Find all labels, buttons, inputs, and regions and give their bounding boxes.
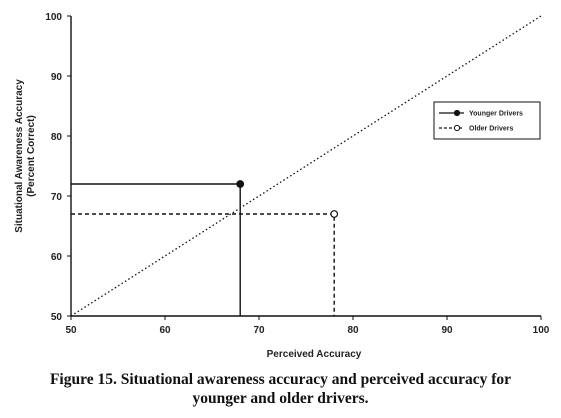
legend-label-1: Younger Drivers	[469, 111, 523, 118]
legend-marker-2	[453, 124, 461, 132]
axes	[70, 16, 541, 317]
x-tick-label: 70	[253, 325, 265, 336]
ticks: 50 60 70 80 90 100 50 60 70 80 90 100	[45, 12, 549, 336]
x-tick-label: 100	[533, 325, 550, 336]
y-tick-label: 90	[51, 72, 63, 83]
x-tick-label: 50	[65, 325, 77, 336]
y-tick-label: 50	[51, 312, 63, 323]
x-tick-label: 60	[159, 325, 171, 336]
series-marker-1	[236, 180, 245, 188]
axis-titles: Perceived Accuracy Situational Awareness …	[14, 79, 362, 360]
series-line-1	[71, 183, 241, 316]
legend-box	[433, 101, 541, 140]
legend-label-2: Older Drivers	[469, 126, 513, 133]
series-group	[71, 180, 339, 316]
x-tick-label: 90	[441, 325, 453, 336]
series-line-2	[71, 213, 335, 316]
reference-line	[70, 15, 542, 317]
x-axis-title: Perceived Accuracy	[267, 349, 362, 360]
caption-line-2: younger and older drivers.	[192, 390, 369, 407]
y-tick-label: 100	[45, 12, 62, 23]
figure-caption: Figure 15. Situational awareness accurac…	[0, 370, 561, 408]
y-axis-subtitle: (Percent Correct)	[26, 115, 37, 197]
y-tick-label: 80	[51, 132, 63, 143]
caption-line-1: Figure 15. Situational awareness accurac…	[49, 371, 512, 388]
y-tick-label: 70	[51, 192, 63, 203]
reference-line-group	[70, 15, 542, 317]
y-tick-label: 60	[51, 252, 63, 263]
legend-marker-1	[453, 109, 461, 117]
chart: 50 60 70 80 90 100 50 60 70 80 90 100 Younger Drive…	[14, 12, 550, 360]
y-axis-title: Situational Awareness Accuracy	[14, 79, 25, 233]
legend: Younger Drivers Older Drivers	[433, 101, 541, 140]
series-marker-2	[330, 210, 339, 218]
x-tick-label: 80	[347, 325, 359, 336]
